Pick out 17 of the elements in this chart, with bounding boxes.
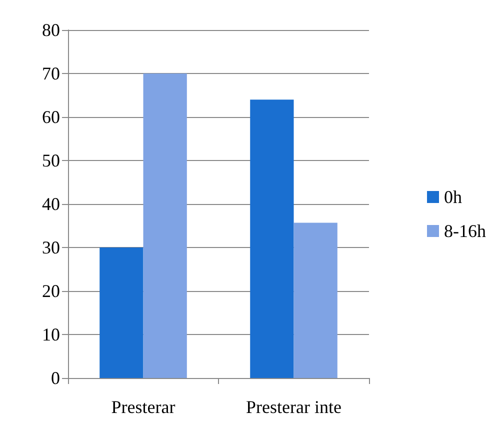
legend-label: 8-16h [444, 221, 486, 241]
bar [143, 74, 187, 378]
x-tick-label: Presterar [111, 397, 176, 417]
y-tick-label: 80 [42, 20, 60, 40]
y-tick-label: 10 [42, 324, 60, 344]
bar [294, 222, 338, 378]
y-tick-label: 20 [42, 281, 60, 301]
y-tick-label: 60 [42, 107, 60, 127]
y-tick-label: 0 [51, 368, 60, 388]
y-tick-label: 40 [42, 194, 60, 214]
x-tick-label: Presterar inte [246, 397, 342, 417]
y-tick-label: 30 [42, 238, 60, 258]
y-tick-label: 70 [42, 64, 60, 84]
y-tick-label: 50 [42, 150, 60, 170]
bar [250, 100, 294, 378]
legend-label: 0h [444, 187, 462, 207]
bar [100, 248, 144, 378]
